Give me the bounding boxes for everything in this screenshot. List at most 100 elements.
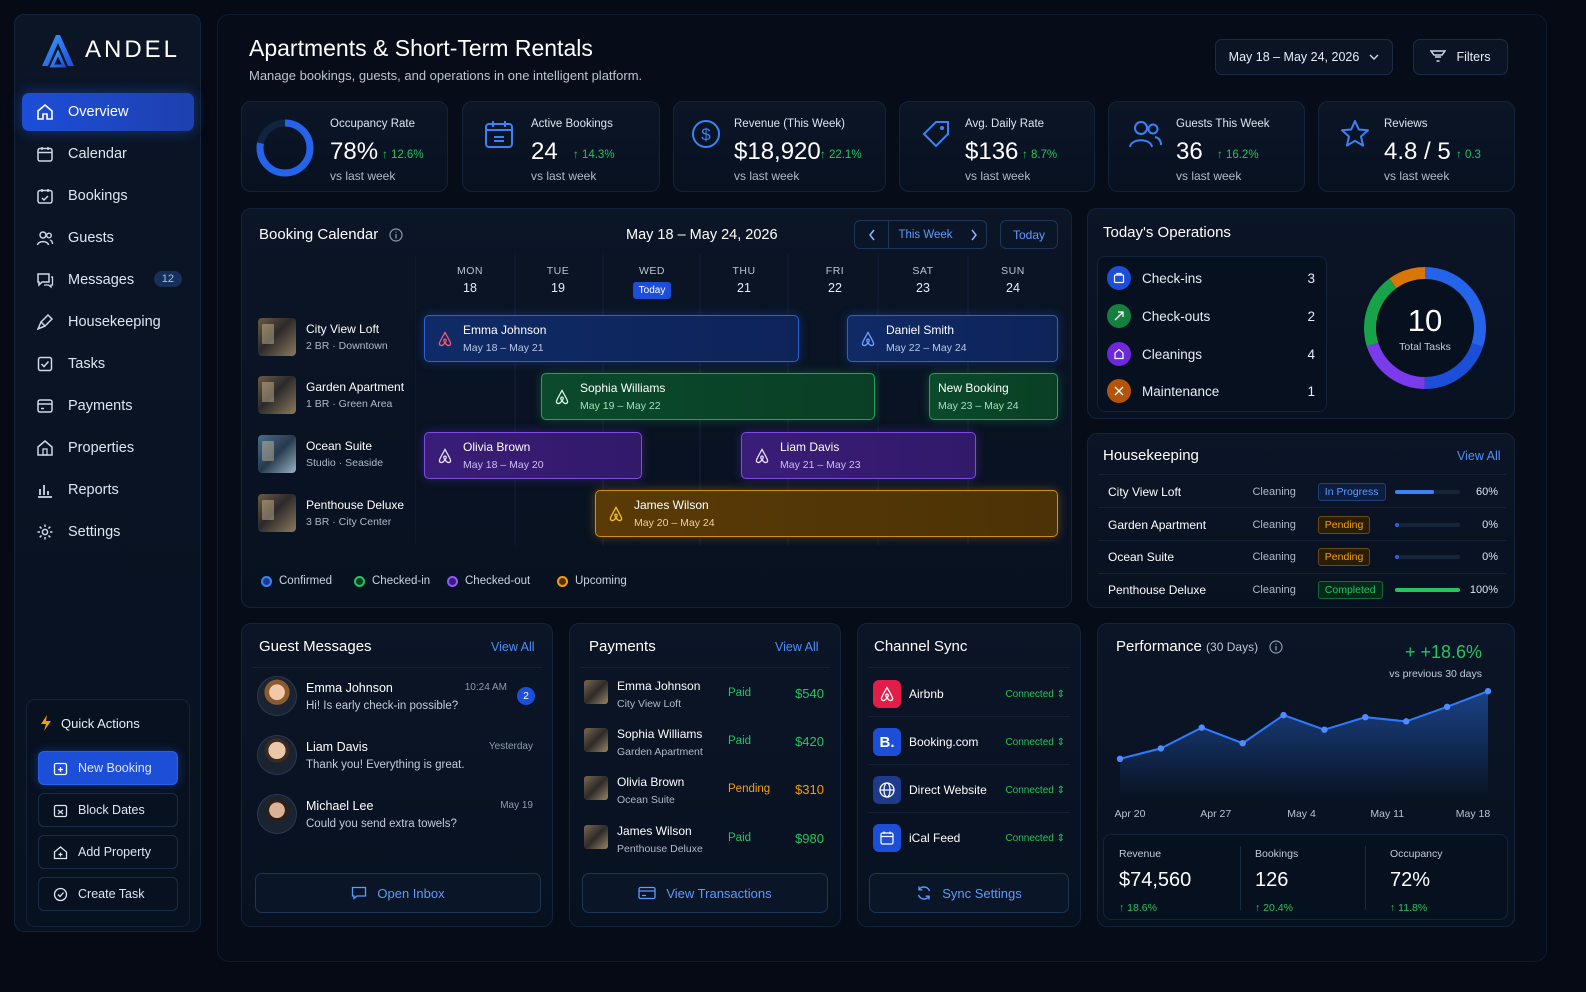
op-row-maintenance[interactable]: Maintenance 1 [1107,379,1315,403]
stat-compare: vs last week [1384,169,1450,183]
payment-row[interactable]: Sophia Williams Garden Apartment Paid $420 [584,724,826,764]
sidebar-item-settings[interactable]: Settings [22,513,194,551]
message-item[interactable]: Emma Johnson Hi! Is early check-in possi… [257,676,537,722]
prev-week-button[interactable] [855,221,889,248]
booking-bar[interactable]: Olivia Brown May 18 – May 20 [424,432,642,479]
info-icon[interactable] [389,228,403,242]
sidebar-item-payments[interactable]: Payments [22,387,194,425]
filters-button[interactable]: Filters [1413,39,1508,75]
new-booking-button[interactable]: New Booking [38,751,178,785]
sidebar-item-bookings[interactable]: Bookings [22,177,194,215]
guests-icon [36,229,54,247]
sidebar-item-housekeeping[interactable]: Housekeeping [22,303,194,341]
op-row-checkouts[interactable]: Check-outs 2 [1107,304,1315,328]
block-dates-button[interactable]: Block Dates [38,793,178,827]
kpi-change: ↑ 18.6% [1119,902,1157,914]
operations-title: Today's Operations [1103,224,1231,241]
this-week-button[interactable]: This Week [898,228,953,241]
property-row[interactable]: Ocean Suite Studio · Seaside [258,435,383,473]
payments-view-all-link[interactable]: View All [775,640,819,654]
hk-progress-bar [1394,555,1461,559]
booking-guest: Liam Davis [780,440,840,454]
stat-value: $18,920 [734,138,821,165]
channel-row-ical[interactable]: iCal Feed Connected ⇕ [873,823,1065,853]
property-thumbnail [584,728,608,752]
property-row[interactable]: Garden Apartment 1 BR · Green Area [258,376,404,414]
message-item[interactable]: Liam Davis Thank you! Everything is grea… [257,735,537,781]
sidebar-item-tasks[interactable]: Tasks [22,345,194,383]
channel-row-airbnb[interactable]: Airbnb Connected ⇕ [873,679,1065,709]
info-icon[interactable] [1269,640,1283,654]
sidebar-item-label: Payments [68,398,133,414]
housekeeping-row[interactable]: Penthouse Deluxe Cleaning Completed 100% [1108,580,1498,600]
property-meta: Studio · Seaside [306,457,384,469]
message-time: 10:24 AM [464,682,507,693]
messages-count-badge: 12 [153,271,182,287]
view-transactions-button[interactable]: View Transactions [582,873,828,913]
add-property-button[interactable]: Add Property [38,835,178,869]
sync-settings-button[interactable]: Sync Settings [869,873,1069,913]
booking-bar[interactable]: New Booking May 23 – May 24 [929,373,1058,420]
payment-row[interactable]: James Wilson Penthouse Deluxe Paid $980 [584,821,826,861]
op-row-cleanings[interactable]: Cleanings 4 [1107,342,1315,366]
check-circle-icon [53,887,68,902]
kpi-value: 126 [1255,869,1289,891]
chart-point [1116,755,1124,762]
housekeeping-row[interactable]: Garden Apartment Cleaning Pending 0% [1108,515,1498,535]
hk-status-badge: Pending [1317,516,1371,534]
booking-bar[interactable]: James Wilson May 20 – May 24 [595,490,1058,537]
sidebar-item-messages[interactable]: Messages 12 [22,261,194,299]
add-property-label: Add Property [78,845,151,859]
booking-bar[interactable]: Emma Johnson May 18 – May 21 [424,315,799,362]
property-thumbnail [584,776,608,800]
day-name: WED [639,265,665,277]
bookings-icon [36,187,54,205]
payment-property: Penthouse Deluxe [617,843,703,855]
message-sender: Liam Davis [306,740,368,754]
channel-row-direct-website[interactable]: Direct Website Connected ⇕ [873,775,1065,805]
date-range-label: May 18 – May 24, 2026 [1228,50,1360,64]
booking-bar[interactable]: Sophia Williams May 19 – May 22 [541,373,875,420]
property-meta: 2 BR · Downtown [306,340,388,352]
messages-icon [36,271,54,289]
property-thumbnail [584,680,608,704]
sidebar-item-guests[interactable]: Guests [22,219,194,257]
property-row[interactable]: City View Loft 2 BR · Downtown [258,318,388,356]
booking-bar[interactable]: Daniel Smith May 22 – May 24 [847,315,1058,362]
create-task-button[interactable]: Create Task [38,877,178,911]
payment-status: Paid [728,735,752,747]
home-icon [36,103,54,121]
chart-point [1239,740,1246,747]
brand-logo[interactable]: ANDEL [39,31,180,69]
property-row[interactable]: Penthouse Deluxe 3 BR · City Center [258,494,404,532]
sidebar-item-calendar[interactable]: Calendar [22,135,194,173]
booking-bar[interactable]: Liam Davis May 21 – May 23 [741,432,976,479]
page-subtitle: Manage bookings, guests, and operations … [249,68,643,83]
hk-property: Garden Apartment [1108,518,1207,532]
channel-row-booking[interactable]: B. Booking.com Connected ⇕ [873,727,1065,757]
sidebar-item-label: Housekeeping [68,314,161,330]
today-button[interactable]: Today [1000,220,1058,249]
payment-guest: James Wilson [617,824,692,838]
day-header-sun: SUN 24 [983,265,1043,295]
stat-change: ↑ 0.3 [1456,149,1481,161]
sidebar-item-reports[interactable]: Reports [22,471,194,509]
open-inbox-button[interactable]: Open Inbox [255,873,541,913]
sidebar-item-properties[interactable]: Properties [22,429,194,467]
message-item[interactable]: Michael Lee Could you send extra towels?… [257,794,537,840]
payments-title: Payments [589,638,656,655]
next-week-button[interactable] [962,229,986,241]
op-row-checkins[interactable]: Check-ins 3 [1107,266,1315,290]
calendar-plus-icon [53,761,68,776]
date-range-select[interactable]: May 18 – May 24, 2026 [1215,39,1393,75]
globe-icon [873,776,901,804]
sidebar-item-overview[interactable]: Overview [22,93,194,131]
housekeeping-view-all-link[interactable]: View All [1457,449,1501,463]
sidebar-item-label: Overview [68,104,129,120]
messages-view-all-link[interactable]: View All [491,640,535,654]
payment-row[interactable]: Olivia Brown Ocean Suite Pending $310 [584,772,826,812]
payment-row[interactable]: Emma Johnson City View Loft Paid $540 [584,676,826,716]
housekeeping-row[interactable]: Ocean Suite Cleaning Pending 0% [1108,547,1498,567]
housekeeping-row[interactable]: City View Loft Cleaning In Progress 60% [1108,482,1498,502]
settings-icon [36,523,54,541]
